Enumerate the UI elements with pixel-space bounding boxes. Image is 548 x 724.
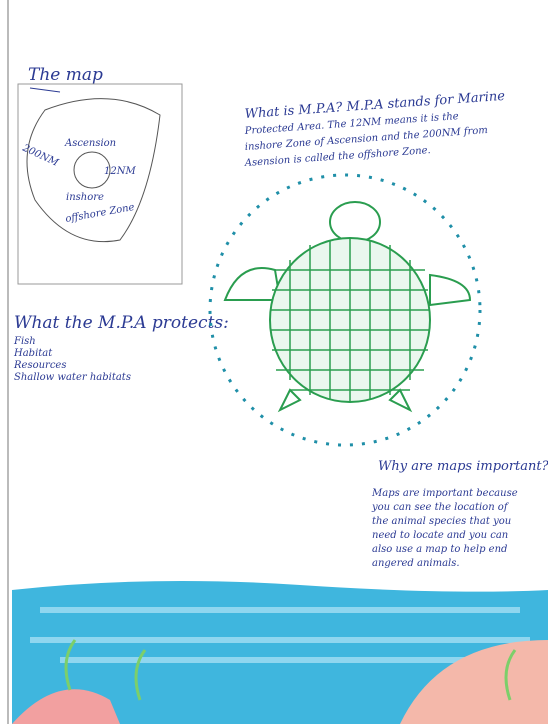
map-title: The map	[28, 65, 103, 85]
text-line: Resources	[13, 360, 66, 371]
map-label: offshore Zone	[65, 202, 136, 225]
text-line: Fish	[13, 336, 36, 347]
text-line: the animal species that you	[372, 516, 511, 527]
map-label: 12NM	[104, 166, 136, 177]
underline	[30, 88, 60, 92]
map-label: Ascension	[64, 138, 116, 149]
text-line: need to locate and you can	[372, 530, 508, 541]
poster: The map Ascension 200NM 12NM inshore off…	[0, 0, 548, 724]
map-label: 200NM	[20, 142, 61, 169]
text-line: Habitat	[13, 348, 53, 359]
mpa-text: What is M.P.A? M.P.A stands for MarinePr…	[243, 89, 505, 169]
text-line: also use a map to help end	[372, 544, 507, 555]
maps-title: Why are maps important?	[378, 459, 548, 474]
map-label: inshore	[66, 192, 104, 203]
text-line: angered animals.	[372, 558, 460, 569]
maps-text: Maps are important because you can see th…	[371, 488, 518, 569]
protects-title: What the M.P.A protects:	[14, 313, 229, 333]
offshore-outline	[27, 99, 160, 242]
text-line: Shallow water habitats	[14, 372, 131, 383]
page: {"map":{"title":"The map","labels":["Asc…	[0, 0, 548, 724]
text-line: Maps are important because	[371, 488, 518, 499]
text-line: you can see the location of	[371, 502, 510, 513]
turtle-head	[330, 202, 380, 242]
